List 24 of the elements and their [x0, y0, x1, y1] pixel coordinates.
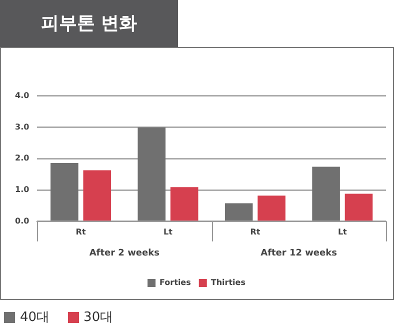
bar: [138, 127, 166, 221]
y-tick-label: 4.0: [15, 90, 30, 100]
legend-label: Thirties: [210, 278, 246, 288]
x-tick-label: Rt: [250, 227, 260, 236]
y-tick-label: 3.0: [15, 122, 30, 132]
text: After 2 weeks: [89, 248, 160, 259]
x-tick-label: Lt: [164, 227, 173, 236]
bar: [312, 166, 340, 221]
y-tick-label: 2.0: [15, 154, 30, 163]
legend-label: Forties: [160, 278, 192, 288]
bar: [258, 196, 286, 221]
x-tick-label: Rt: [76, 227, 86, 236]
bar: [83, 170, 112, 221]
bar: [224, 203, 253, 221]
x-tick-label: Lt: [338, 227, 348, 236]
y-tick-label: 0.0: [15, 216, 30, 226]
text: 40대: [20, 309, 50, 324]
y-tick-label: 1.0: [15, 185, 30, 194]
text: After 12 weeks: [260, 248, 337, 259]
chart-title: 피부톤 변화: [0, 0, 178, 47]
text: 30대: [84, 309, 114, 324]
bar: [50, 162, 78, 221]
bar: [344, 194, 373, 221]
bar: [170, 187, 198, 221]
